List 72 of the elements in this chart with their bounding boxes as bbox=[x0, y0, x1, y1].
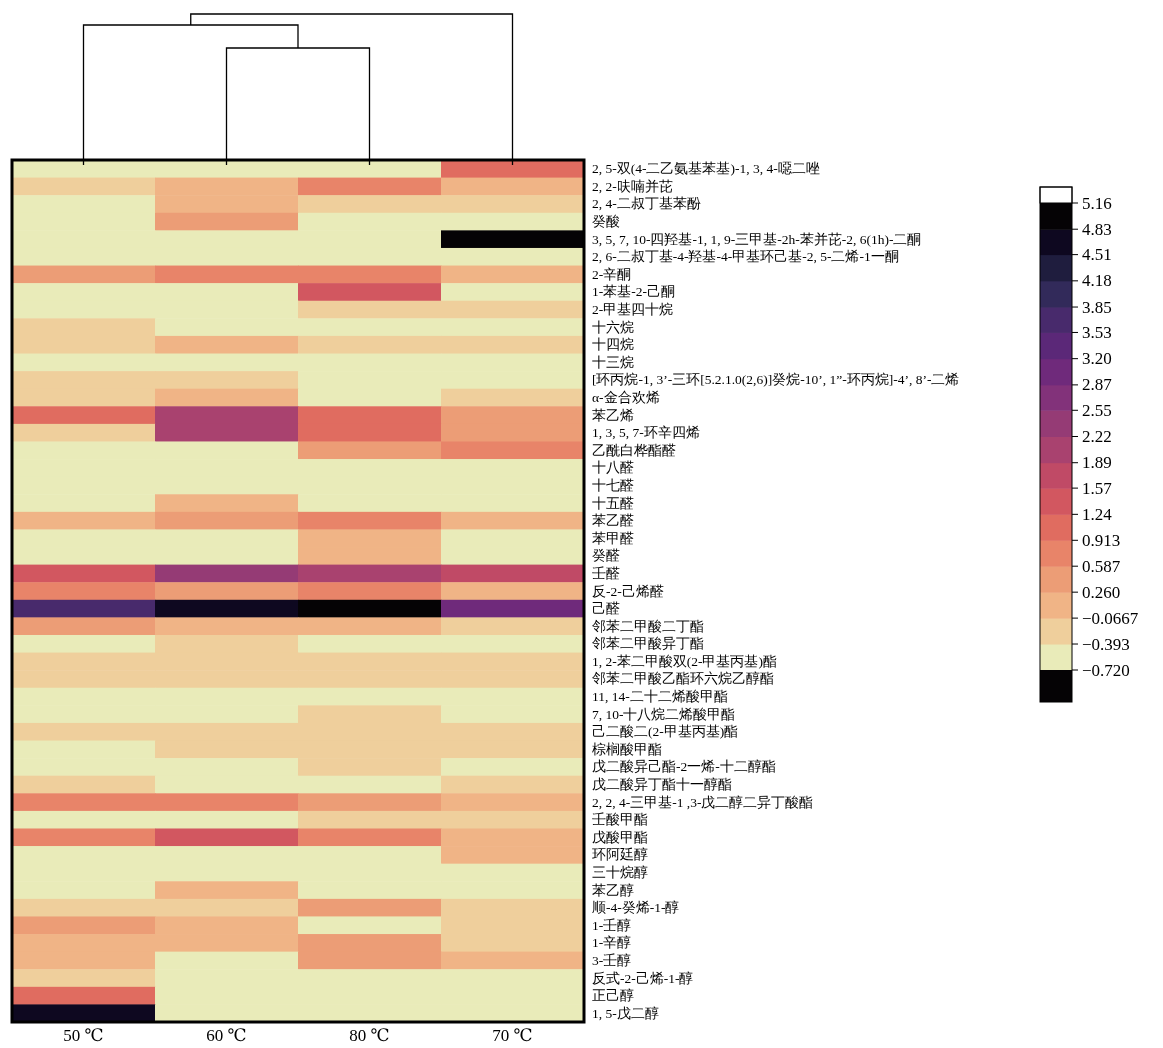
y-tick-label: 十五醛 bbox=[592, 495, 634, 511]
y-tick-label: [环丙烷-1, 3’-三环[5.2.1.0(2,6)]癸烷-10’, 1”-环丙烷]-4’, 8’-二烯 bbox=[592, 372, 960, 388]
y-tick-label: 癸醛 bbox=[592, 548, 620, 564]
y-tick-label: 11, 14-二十二烯酸甲酯 bbox=[592, 689, 728, 705]
color-bar-label: −0.720 bbox=[1082, 660, 1130, 680]
y-tick-label: 3, 5, 7, 10-四羟基-1, 1, 9-三甲基-2h-苯并芘-2, 6(1h)-二酮 bbox=[592, 231, 922, 247]
color-bar-label: 2.55 bbox=[1082, 400, 1112, 420]
y-tick-label: 7, 10-十八烷二烯酸甲酯 bbox=[592, 706, 736, 722]
y-tick-label: 反式-2-己烯-1-醇 bbox=[592, 970, 694, 986]
color-bar-label: 3.20 bbox=[1082, 349, 1112, 369]
color-bar-label: 0.913 bbox=[1082, 530, 1121, 550]
y-tick-label: 2, 4-二叔丁基苯酚 bbox=[592, 196, 701, 212]
y-tick-label: 壬醛 bbox=[592, 565, 620, 581]
y-tick-label: 十六烷 bbox=[592, 319, 634, 335]
y-tick-label: 壬酸甲酯 bbox=[592, 812, 648, 828]
y-tick-label: 邻苯二甲酸二丁酯 bbox=[592, 618, 704, 634]
color-bar-label: 0.260 bbox=[1082, 582, 1121, 602]
color-bar-label: −0.393 bbox=[1082, 634, 1130, 654]
y-tick-label: 十四烷 bbox=[592, 337, 634, 353]
color-bar-label: 1.89 bbox=[1082, 453, 1112, 473]
y-tick-label: 正己醇 bbox=[592, 988, 634, 1004]
color-bar-label: 3.85 bbox=[1082, 297, 1112, 317]
y-tick-label: 戊酸甲酯 bbox=[592, 829, 648, 845]
y-tick-label: 1, 3, 5, 7-环辛四烯 bbox=[592, 425, 700, 441]
y-tick-label: 邻苯二甲酸异丁酯 bbox=[592, 636, 704, 652]
y-tick-label: 己二酸二(2-甲基丙基)酯 bbox=[592, 724, 739, 740]
color-bar-label: 4.51 bbox=[1082, 245, 1112, 265]
y-tick-label: 2-甲基四十烷 bbox=[592, 302, 674, 318]
y-tick-label: 1-辛醇 bbox=[592, 935, 632, 951]
y-tick-label: 1, 2-苯二甲酸双(2-甲基丙基)酯 bbox=[592, 653, 777, 669]
y-tick-label: 苯乙醇 bbox=[592, 882, 634, 898]
color-bar-label: 0.587 bbox=[1082, 556, 1121, 576]
y-tick-label: 邻苯二甲酸乙酯环六烷乙醇酯 bbox=[592, 671, 774, 687]
color-bar-label: 4.18 bbox=[1082, 271, 1112, 291]
y-tick-label: 2-辛酮 bbox=[592, 266, 632, 282]
y-tick-label: 乙酰白桦酯醛 bbox=[592, 442, 676, 458]
y-tick-label: 十七醛 bbox=[592, 477, 634, 493]
x-tick-label: 50 ℃ bbox=[63, 1026, 104, 1045]
y-tick-label: 己醛 bbox=[592, 601, 620, 617]
x-tick-label: 70 ℃ bbox=[492, 1026, 533, 1045]
y-tick-label: 苯乙烯 bbox=[592, 407, 634, 423]
y-tick-label: 1, 5-戊二醇 bbox=[592, 1005, 659, 1021]
color-bar-label: 5.16 bbox=[1082, 193, 1112, 213]
y-tick-label: 苯乙醛 bbox=[592, 513, 634, 529]
y-tick-label: α-金合欢烯 bbox=[592, 389, 660, 405]
y-tick-label: 棕榈酸甲酯 bbox=[592, 741, 662, 757]
x-tick-label: 80 ℃ bbox=[349, 1026, 390, 1045]
y-tick-label: 1-苯基-2-己酮 bbox=[592, 284, 675, 300]
y-tick-label: 1-壬醇 bbox=[592, 917, 632, 933]
y-tick-label: 苯甲醛 bbox=[592, 530, 634, 546]
color-bar-label: 2.87 bbox=[1082, 375, 1113, 395]
y-tick-label: 顺-4-癸烯-1-醇 bbox=[592, 900, 680, 916]
color-bar-label: 2.22 bbox=[1082, 427, 1112, 446]
color-bar-label: 4.83 bbox=[1082, 219, 1112, 239]
y-tick-label: 3-壬醇 bbox=[592, 952, 632, 968]
y-tick-label: 2, 6-二叔丁基-4-羟基-4-甲基环己基-2, 5-二烯-1一酮 bbox=[592, 249, 899, 265]
y-tick-label: 反-2-己烯醛 bbox=[592, 583, 664, 599]
y-tick-label: 十八醛 bbox=[592, 460, 634, 476]
y-tick-label: 2, 2-呋喃并芘 bbox=[592, 178, 673, 194]
color-bar-label: 3.53 bbox=[1082, 322, 1112, 342]
x-tick-label: 60 ℃ bbox=[206, 1026, 247, 1045]
y-tick-label: 戊二酸异己酯-2一烯-十二醇酯 bbox=[592, 759, 776, 775]
color-bar-label: −0.0667 bbox=[1082, 608, 1139, 628]
y-tick-label: 三十烷醇 bbox=[592, 864, 648, 880]
y-tick-label: 癸酸 bbox=[592, 214, 620, 230]
y-tick-label: 十三烷 bbox=[592, 354, 634, 370]
color-bar-label: 1.57 bbox=[1082, 478, 1113, 498]
color-bar-label: 1.24 bbox=[1082, 504, 1113, 524]
y-tick-label: 2, 5-双(4-二乙氨基苯基)-1, 3, 4-噁二唑 bbox=[592, 161, 820, 177]
y-tick-label: 戊二酸异丁酯十一醇酯 bbox=[592, 777, 732, 793]
y-tick-label: 环阿廷醇 bbox=[592, 847, 648, 863]
y-tick-label: 2, 2, 4-三甲基-1 ,3-戊二醇二异丁酸酯 bbox=[592, 794, 814, 810]
